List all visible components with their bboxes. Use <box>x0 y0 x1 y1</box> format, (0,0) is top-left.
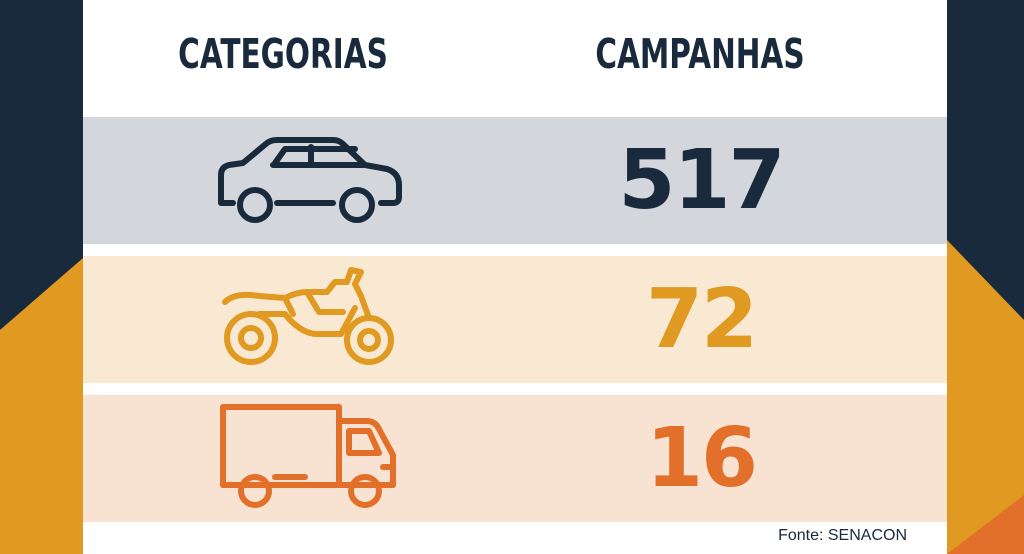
categories-heading: CATEGORIAS <box>178 30 388 78</box>
car-campaigns-value: 517 <box>618 133 785 228</box>
truck-campaigns-value: 16 <box>645 411 758 506</box>
table-card: CATEGORIAS CAMPANHAS 517 72 <box>83 0 947 554</box>
table-row-car: 517 <box>83 117 947 244</box>
table-row-motorcycle: 72 <box>83 256 947 383</box>
motorcycle-campaigns-value: 72 <box>645 272 758 367</box>
motorcycle-icon <box>222 267 394 365</box>
car-icon <box>218 137 402 223</box>
source-note: Fonte: SENACON <box>778 527 907 544</box>
truck-icon <box>220 404 396 508</box>
campaigns-heading: CAMPANHAS <box>595 30 805 78</box>
table-row-truck: 16 <box>83 395 947 522</box>
table-header: CATEGORIAS CAMPANHAS <box>83 0 947 116</box>
